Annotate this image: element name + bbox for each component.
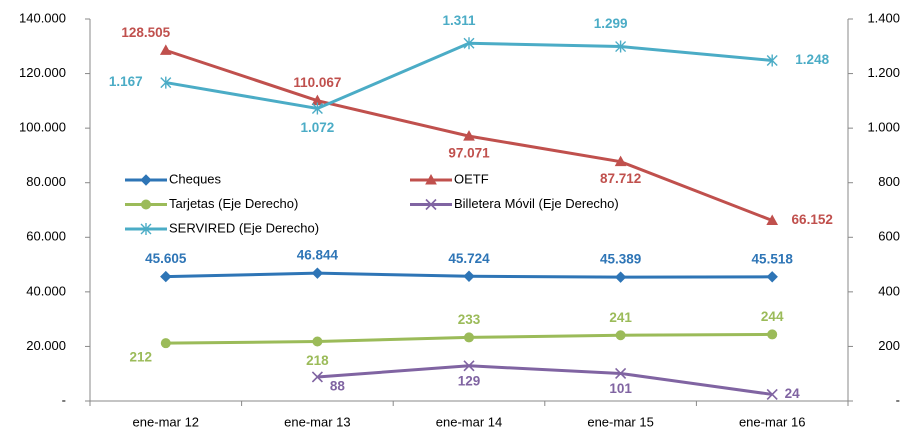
- y2-tick-label: 600: [878, 229, 900, 244]
- value-label: 66.152: [792, 212, 833, 227]
- marker: [140, 174, 152, 186]
- y-tick-label: -: [62, 392, 66, 407]
- value-label: 1.167: [109, 74, 143, 89]
- marker: [464, 332, 474, 343]
- y2-tick-label: -: [896, 392, 900, 407]
- value-label: 88: [330, 379, 346, 394]
- marker: [425, 198, 437, 211]
- marker: [766, 388, 778, 401]
- value-label: 24: [785, 386, 801, 401]
- marker: [160, 270, 172, 283]
- marker: [159, 44, 172, 55]
- marker: [463, 270, 475, 282]
- value-label: 128.505: [121, 25, 170, 40]
- series-line: [317, 364, 773, 396]
- x-tick-label: ene-mar 14: [436, 414, 502, 429]
- value-label: 45.605: [145, 251, 187, 266]
- marker: [140, 223, 152, 235]
- marker: [614, 155, 627, 167]
- value-label: 45.518: [752, 251, 794, 266]
- marker: [463, 130, 475, 141]
- value-label: 244: [761, 309, 784, 324]
- value-label: 110.067: [293, 75, 341, 90]
- marker: [463, 360, 475, 372]
- value-label: 233: [458, 312, 481, 327]
- legend-label: Billetera Móvil (Eje Derecho): [454, 196, 619, 211]
- x-tick-label: ene-mar 16: [739, 414, 805, 429]
- value-label: 212: [130, 350, 153, 365]
- marker: [160, 76, 172, 89]
- value-label: 1.299: [594, 16, 628, 31]
- y2-tick-label: 1.200: [867, 65, 900, 80]
- legend-label: SERVIRED (Eje Derecho): [169, 220, 319, 235]
- y-tick-label: 80.000: [26, 174, 66, 189]
- value-label: 46.844: [297, 248, 339, 263]
- y-tick-label: 20.000: [26, 338, 66, 353]
- legend-label: Cheques: [169, 171, 222, 186]
- value-label: 1.311: [442, 13, 476, 28]
- value-label: 241: [609, 310, 632, 325]
- y-tick-label: 60.000: [26, 229, 66, 244]
- value-label: 129: [458, 373, 481, 388]
- marker: [312, 336, 323, 347]
- y-tick-label: 140.000: [19, 10, 66, 25]
- series-line: [165, 41, 773, 111]
- value-label: 87.712: [600, 171, 641, 186]
- marker: [425, 173, 437, 185]
- y2-tick-label: 200: [878, 338, 900, 353]
- y2-tick-label: 1.400: [867, 10, 900, 25]
- marker: [615, 40, 627, 53]
- marker: [766, 54, 778, 67]
- marker: [767, 329, 778, 340]
- y-tick-label: 40.000: [26, 283, 66, 298]
- y2-tick-label: 800: [878, 174, 900, 189]
- legend-label: Tarjetas (Eje Derecho): [169, 196, 298, 211]
- x-tick-label: ene-mar 13: [284, 414, 350, 429]
- marker: [615, 367, 627, 380]
- y2-tick-label: 400: [878, 283, 900, 298]
- marker: [311, 102, 323, 115]
- value-label: 45.724: [448, 251, 490, 266]
- marker: [463, 37, 475, 50]
- marker: [141, 199, 151, 210]
- y-tick-label: 100.000: [19, 120, 66, 135]
- marker: [311, 267, 324, 279]
- value-label: 97.071: [448, 146, 490, 161]
- marker: [160, 338, 171, 349]
- y2-tick-label: 1.000: [867, 120, 900, 135]
- marker: [766, 271, 778, 283]
- value-label: 1.072: [301, 120, 335, 135]
- y-tick-label: 120.000: [19, 65, 66, 80]
- x-tick-label: ene-mar 12: [133, 414, 199, 429]
- legend-label: OETF: [454, 171, 489, 186]
- value-label: 218: [306, 353, 329, 368]
- value-label: 101: [609, 381, 632, 396]
- value-label: 45.389: [600, 252, 641, 267]
- marker: [766, 214, 779, 225]
- marker: [614, 271, 627, 283]
- marker: [615, 330, 626, 341]
- x-tick-label: ene-mar 15: [587, 414, 653, 429]
- value-label: 1.248: [795, 52, 829, 67]
- marker: [311, 371, 323, 383]
